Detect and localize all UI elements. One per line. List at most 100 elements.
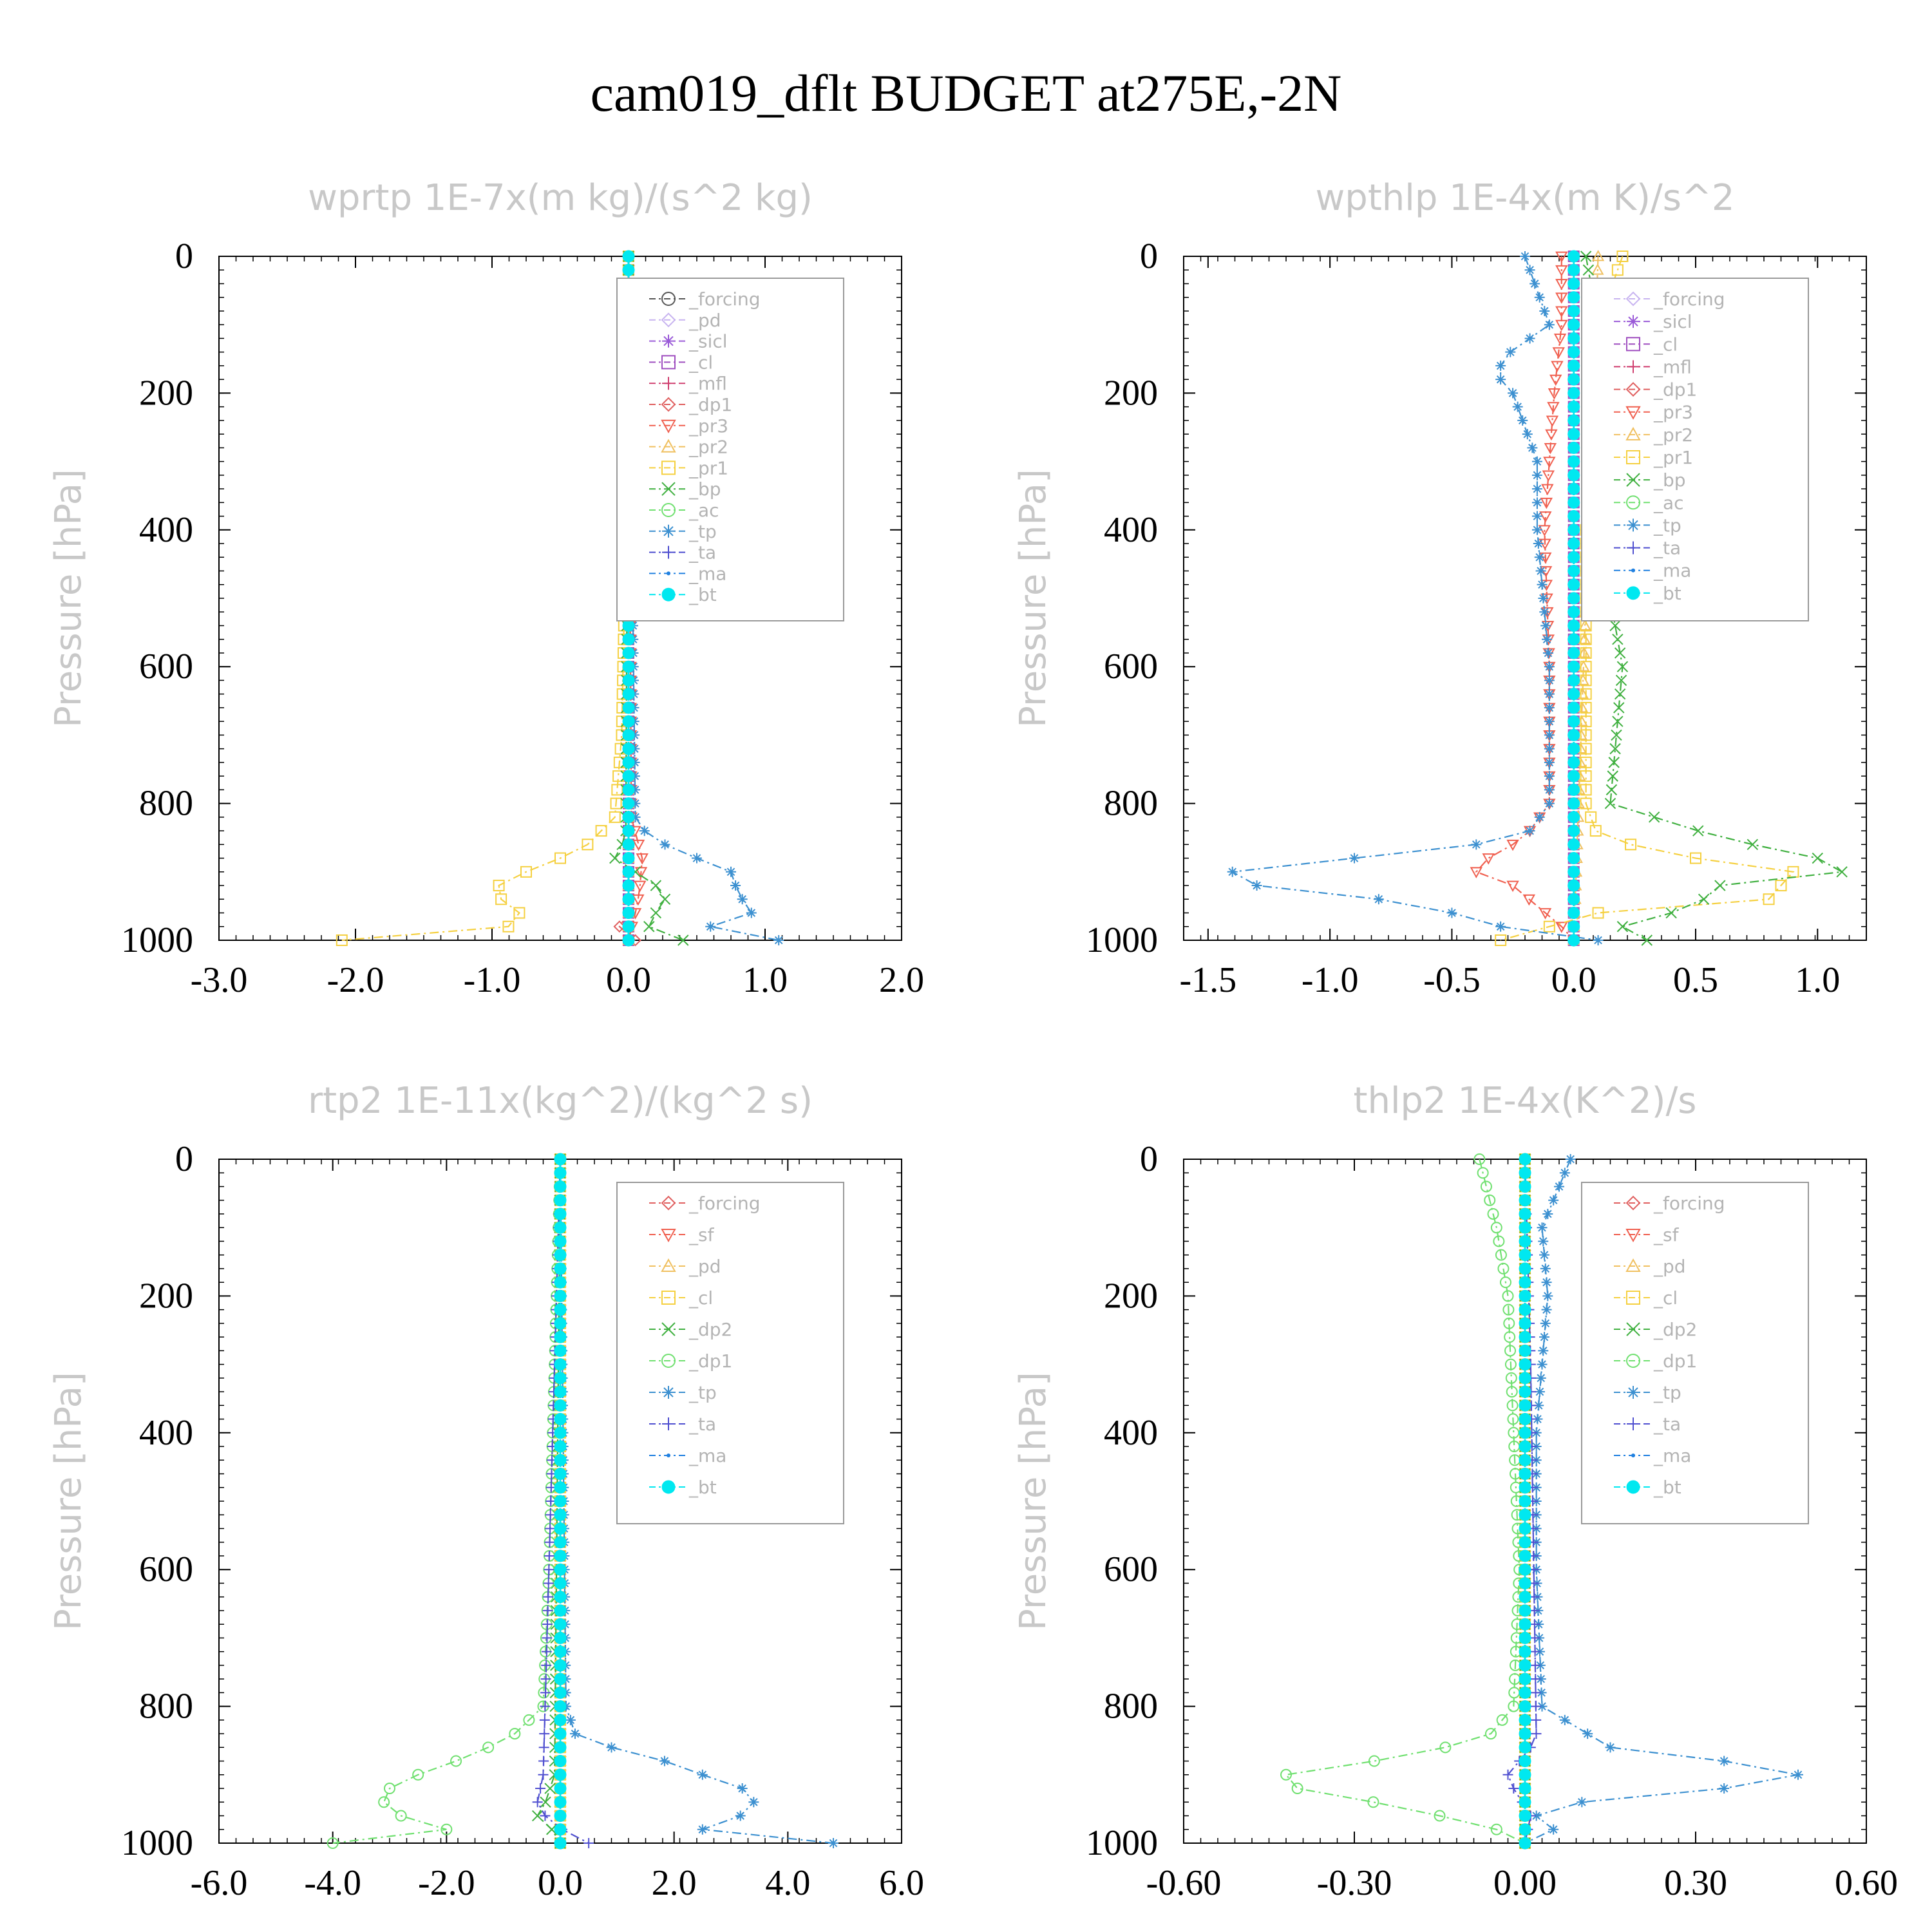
data-point [513, 907, 526, 919]
data-point [1577, 1797, 1587, 1808]
legend-item: _bp [649, 478, 721, 500]
data-point [1535, 1372, 1546, 1383]
data-point [1537, 1222, 1548, 1233]
data-point [1793, 1769, 1803, 1780]
y-tick-label: 400 [1104, 1413, 1158, 1453]
x-tick-label: 0.00 [1493, 1863, 1557, 1903]
data-point [1582, 1728, 1593, 1739]
legend-label: _pd [1653, 1256, 1686, 1277]
data-point [1519, 1454, 1531, 1466]
data-point [609, 852, 621, 864]
data-point [1508, 1783, 1519, 1794]
data-point [1519, 1153, 1531, 1166]
data-point [1530, 1701, 1541, 1712]
data-point [1519, 1837, 1531, 1850]
series-dp1 [1280, 1153, 1531, 1849]
y-tick-label: 800 [139, 784, 193, 824]
legend-item: _dp1 [649, 394, 732, 415]
y-tick-label: 800 [1104, 784, 1158, 824]
data-point [1519, 1782, 1531, 1795]
data-point [622, 633, 635, 646]
legend-marker [662, 334, 675, 348]
legend-marker [662, 524, 675, 538]
data-point [609, 811, 621, 823]
panel-title: wprtp 1E-7x(m kg)/(s^2 kg) [308, 177, 813, 219]
data-point [630, 811, 641, 822]
data-point [1519, 1180, 1531, 1193]
x-tick-label: -0.5 [1423, 960, 1481, 1000]
data-point [1519, 1645, 1531, 1658]
data-point [643, 921, 655, 933]
x-tick-label: 0.60 [1835, 1863, 1898, 1903]
y-tick-label: 600 [139, 647, 193, 687]
data-point [520, 866, 532, 878]
data-point [622, 701, 635, 714]
data-point [1519, 1262, 1531, 1275]
y-tick-label: 1000 [1086, 920, 1158, 960]
data-point [622, 920, 635, 933]
data-point [622, 824, 635, 837]
data-point [1554, 1181, 1564, 1192]
data-point [746, 907, 757, 918]
data-point [1519, 1249, 1531, 1262]
data-point [1548, 1195, 1559, 1206]
data-point [1368, 1755, 1380, 1767]
data-point [622, 674, 635, 687]
legend-marker [661, 439, 676, 453]
data-point [554, 852, 566, 864]
y-axis-label: Pressure [hPa] [1012, 469, 1054, 728]
data-point [622, 715, 635, 728]
data-point [622, 688, 635, 701]
legend-marker [1631, 1454, 1635, 1457]
data-point [610, 797, 622, 810]
data-point [1719, 1783, 1730, 1794]
data-point [1531, 1714, 1542, 1725]
data-point [1519, 1468, 1531, 1481]
data-point [1519, 1508, 1531, 1521]
data-point [622, 879, 635, 892]
legend-box [616, 278, 844, 621]
data-point [502, 920, 515, 933]
legend-marker [661, 503, 676, 517]
legend-label: _cl [688, 352, 713, 373]
y-tick-label: 200 [1104, 1276, 1158, 1316]
figure-title: cam019_dflt BUDGET at275E,-2N [590, 64, 1342, 122]
legend-label: _sf [1653, 1224, 1680, 1245]
data-point [1519, 1549, 1531, 1562]
legend-item: _pd [649, 310, 721, 331]
data-point [677, 934, 689, 946]
data-point [582, 838, 594, 851]
data-point [1519, 1631, 1531, 1644]
data-point [1519, 1495, 1531, 1508]
data-point [650, 907, 662, 919]
data-point [1548, 1824, 1559, 1835]
legend-label: _ma [1653, 1445, 1691, 1466]
y-axis: 0 200 400 600 800 1000 [121, 236, 902, 960]
data-point [595, 825, 607, 837]
data-point [737, 894, 748, 905]
legend-item: _bt [649, 584, 717, 605]
data-point [1519, 1331, 1531, 1343]
data-point [1519, 1741, 1531, 1754]
panel-title: thlp2 1E-4x(K^2)/s [1354, 1080, 1697, 1122]
legend-item: _sicl [649, 331, 728, 352]
data-point [1538, 1236, 1549, 1247]
legend-label: _pr3 [688, 415, 728, 437]
data-point [1519, 1317, 1531, 1330]
data-point [705, 921, 716, 932]
data-point [1538, 1345, 1549, 1356]
y-tick-label: 0 [1140, 236, 1158, 276]
data-point [1519, 1440, 1531, 1453]
data-point [622, 934, 635, 947]
data-point [634, 867, 648, 878]
legend-item: _tp [649, 521, 717, 542]
x-tick-label: -1.5 [1180, 960, 1237, 1000]
data-point [1519, 1604, 1531, 1617]
legend-label: _pr1 [688, 457, 728, 478]
data-point [493, 880, 505, 892]
data-point [336, 934, 348, 946]
data-point [1519, 1618, 1531, 1631]
data-point [1519, 1714, 1531, 1727]
data-point [1519, 1659, 1531, 1672]
